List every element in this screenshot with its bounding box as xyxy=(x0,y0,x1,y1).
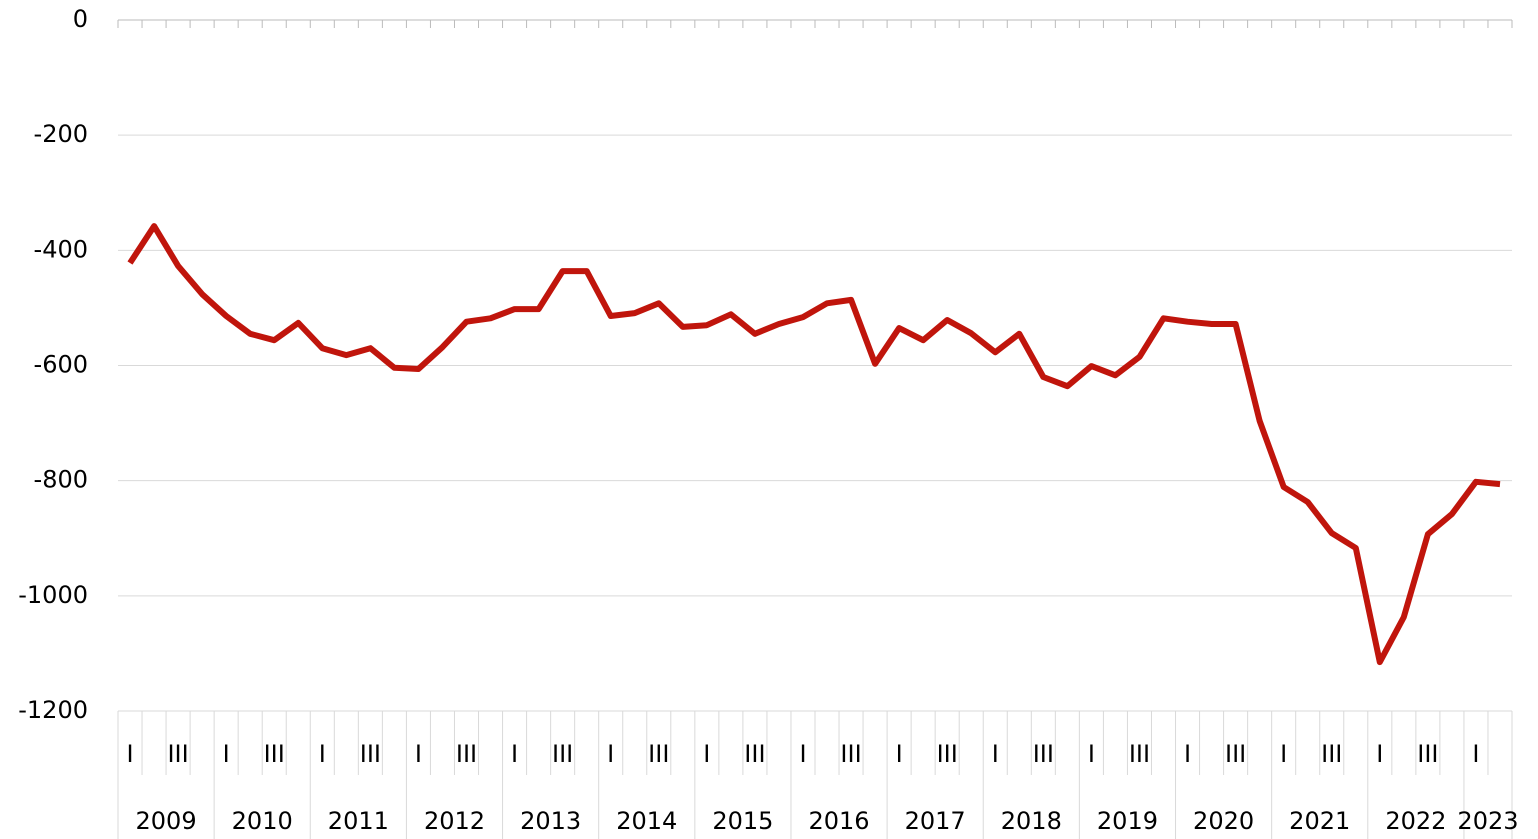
x-tick-label: III xyxy=(840,740,861,768)
x-tick-label: I xyxy=(126,740,133,768)
x-group-label: 2016 xyxy=(808,807,869,835)
x-tick-label: I xyxy=(992,740,999,768)
x-tick-label: III xyxy=(1417,740,1438,768)
x-tick-label: I xyxy=(703,740,710,768)
x-group-label: 2011 xyxy=(328,807,389,835)
x-group-label: 2021 xyxy=(1289,807,1350,835)
x-tick-label: III xyxy=(264,740,285,768)
x-group-label: 2012 xyxy=(424,807,485,835)
x-group-label: 2010 xyxy=(232,807,293,835)
x-tick-label: III xyxy=(1225,740,1246,768)
x-tick-label: I xyxy=(1280,740,1287,768)
x-tick-label: I xyxy=(319,740,326,768)
x-tick-label: I xyxy=(1088,740,1095,768)
x-tick-label: III xyxy=(1033,740,1054,768)
x-group-label: 2023 xyxy=(1457,807,1518,835)
x-group-label: 2015 xyxy=(712,807,773,835)
x-tick-label: III xyxy=(167,740,188,768)
x-tick-label: I xyxy=(1184,740,1191,768)
x-tick-label: I xyxy=(511,740,518,768)
y-tick-label: -1000 xyxy=(18,581,88,609)
x-tick-label: III xyxy=(648,740,669,768)
x-group-label: 2020 xyxy=(1193,807,1254,835)
data-line xyxy=(127,223,1501,666)
x-group-label: 2017 xyxy=(905,807,966,835)
y-tick-label: -600 xyxy=(34,351,88,379)
y-tick-label: 0 xyxy=(73,5,88,33)
y-tick-label: -1200 xyxy=(18,696,88,724)
y-tick-label: -200 xyxy=(34,120,88,148)
x-tick-label: I xyxy=(799,740,806,768)
x-tick-label: I xyxy=(607,740,614,768)
x-group-label: 2014 xyxy=(616,807,677,835)
x-group-label: 2019 xyxy=(1097,807,1158,835)
x-tick-label: III xyxy=(744,740,765,768)
x-group-label: 2018 xyxy=(1001,807,1062,835)
x-tick-label: III xyxy=(937,740,958,768)
x-tick-label: III xyxy=(456,740,477,768)
x-tick-label: I xyxy=(415,740,422,768)
x-tick-label: III xyxy=(1129,740,1150,768)
x-tick-label: I xyxy=(896,740,903,768)
x-tick-label: I xyxy=(1472,740,1479,768)
x-group-label: 2013 xyxy=(520,807,581,835)
x-tick-label: III xyxy=(360,740,381,768)
x-tick-label: I xyxy=(223,740,230,768)
y-tick-label: -800 xyxy=(34,466,88,494)
x-group-label: 2009 xyxy=(136,807,197,835)
x-tick-label: III xyxy=(1321,740,1342,768)
x-tick-label: III xyxy=(552,740,573,768)
y-tick-label: -400 xyxy=(34,235,88,263)
x-tick-label: I xyxy=(1376,740,1383,768)
x-group-label: 2022 xyxy=(1385,807,1446,835)
